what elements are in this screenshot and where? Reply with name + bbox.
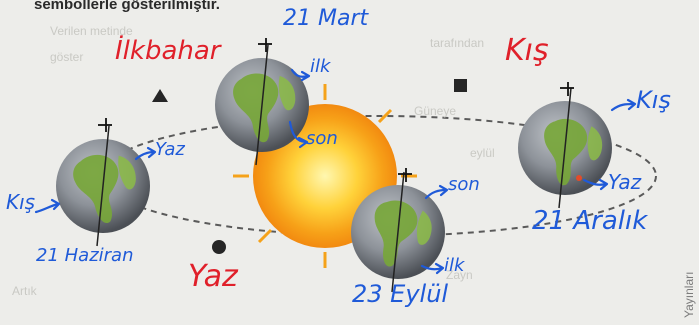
header-text: sembollerle gösterilmiştir. [34,0,220,13]
earth-spring-globe [215,44,309,166]
faded-text-6: Artık [12,284,37,298]
note-spring-ilk: ilk [310,56,331,77]
faded-text-1: Verilen metinde [50,24,133,38]
faded-text-4: eylül [470,146,495,160]
triangle-symbol [152,89,168,102]
label-yaz: Yaz [188,259,238,294]
date-21-haziran: 21 Haziran [36,245,134,266]
note-summer-kis: Kış [6,190,36,214]
note-winter-kis: Kış [636,86,671,114]
earth-autumn-globe [351,171,445,293]
label-kis: Kış [505,33,549,68]
faded-text-7: tarafından [430,36,485,50]
note-spring-son: son [306,128,338,149]
note-autumn-son: son [448,174,480,195]
faded-text-2: göster [50,50,84,64]
side-publisher-text: Yayınları [682,271,696,318]
date-21-aralik: 21 Aralık [532,206,648,236]
note-summer-yaz: Yaz [155,139,185,160]
square-symbol [454,79,467,92]
date-21-mart: 21 Mart [283,6,369,31]
earth-summer-globe [56,125,150,247]
note-autumn-ilk: ilk [444,255,465,276]
label-ilkbahar: İlkbahar [115,36,221,66]
earth-winter-globe [518,87,612,209]
circle-symbol [212,240,226,254]
faded-text-5: Zayn [446,268,473,282]
date-23-eylul: 23 Eylül [352,280,449,308]
faded-text-3: Güneye [414,104,457,118]
note-winter-yaz: Yaz [608,170,642,194]
